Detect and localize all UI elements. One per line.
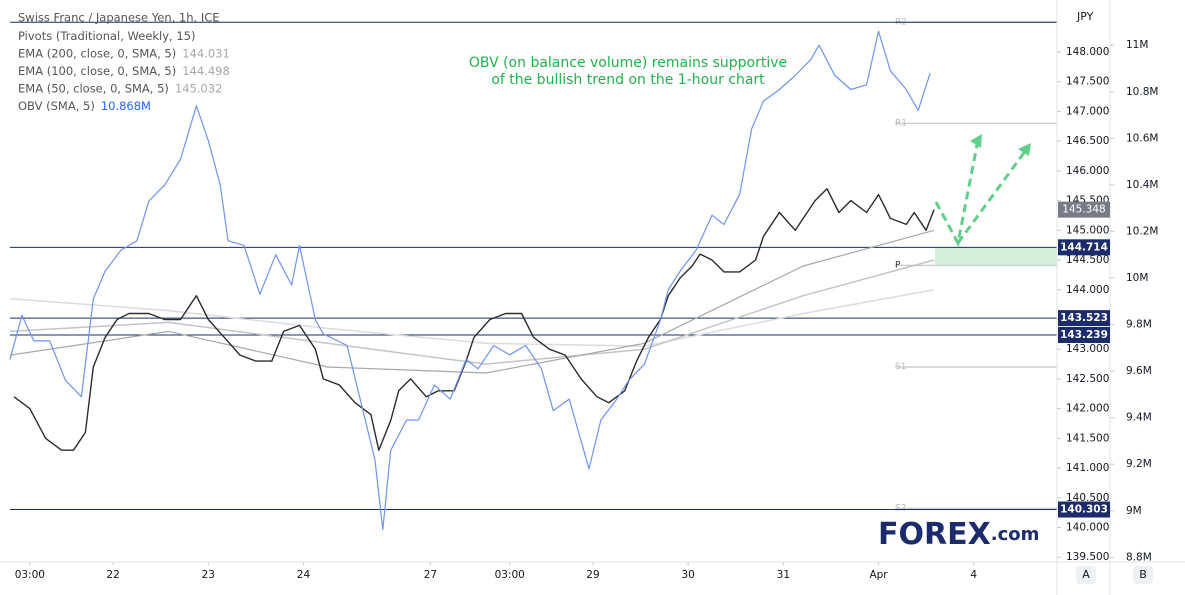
button[interactable]	[1076, 566, 1096, 584]
price-label: 143.239	[1060, 329, 1108, 341]
forecast-arrows	[934, 139, 1028, 248]
y2-tick-label: 10M	[1126, 272, 1148, 284]
price-label: 143.523	[1060, 312, 1108, 324]
logo: FOREX.com	[878, 517, 1039, 552]
y2-tick-label: 10.2M	[1126, 225, 1158, 237]
y-tick-label: 144.500	[1066, 254, 1109, 266]
y-tick-label: 142.500	[1066, 373, 1109, 385]
y-tick-label: 142.000	[1066, 403, 1109, 415]
y-tick-label: 139.500	[1066, 551, 1109, 563]
button[interactable]	[1133, 566, 1153, 584]
y2-tick-label: 10.4M	[1126, 179, 1158, 191]
x-tick-label: 4	[970, 569, 977, 581]
y2-tick-label: 9.4M	[1126, 412, 1152, 424]
legend-name: EMA (50, close, 0, SMA, 5)	[18, 81, 169, 95]
y2-tick-label: 9.2M	[1126, 458, 1152, 470]
series-line	[9, 30, 931, 530]
legend-entry: Pivots (Traditional, Weekly, 15)	[18, 29, 196, 43]
x-tick-label: 22	[106, 569, 119, 581]
series-line	[9, 289, 935, 347]
y2-tick-label: 11M	[1126, 39, 1148, 51]
x-tick-label: 24	[297, 569, 311, 581]
y-tick-label: 146.500	[1066, 135, 1109, 147]
legend-entry: EMA (100, close, 0, SMA, 5) 144.498	[18, 64, 230, 78]
annotation: OBV (on balance volume) remains supporti…	[469, 55, 787, 71]
mark-layer	[9, 30, 935, 530]
legend-name: EMA (100, close, 0, SMA, 5)	[18, 64, 176, 78]
y-tick-label: 148.000	[1066, 46, 1109, 58]
y-tick-label: 141.500	[1066, 432, 1109, 444]
x-tick-label: 30	[681, 569, 694, 581]
y2-tick-label: 9.8M	[1126, 319, 1152, 331]
price-label: 140.303	[1060, 504, 1108, 516]
y-tick-label: 140.500	[1066, 492, 1109, 504]
price-label-box	[1058, 310, 1110, 327]
series-line	[13, 188, 935, 451]
unit-label: JPY	[1076, 10, 1094, 23]
last-price-label: 145.348	[1062, 204, 1105, 216]
y-tick-label: 147.000	[1066, 105, 1109, 117]
y-tick-label: 143.000	[1066, 343, 1109, 355]
series-line	[9, 229, 935, 374]
logo-main: FOREX	[878, 517, 991, 552]
y2-tick-label: 8.8M	[1126, 551, 1152, 563]
legend-value: 10.868M	[101, 99, 151, 113]
legend-entry: OBV (SMA, 5) 10.868M	[18, 99, 151, 113]
pivot-label: P	[895, 260, 901, 270]
price-label-box	[1058, 326, 1110, 343]
x-tick-label: Apr	[869, 569, 888, 581]
legend-value: 144.498	[182, 64, 230, 78]
x-tick-label: 03:00	[495, 569, 525, 581]
price-label-box	[1058, 239, 1110, 256]
chart-title: Swiss Franc / Japanese Yen, 1h, ICE	[18, 11, 220, 25]
legend-entry: EMA (50, close, 0, SMA, 5) 145.032	[18, 81, 222, 95]
x-tick-label: 23	[202, 569, 215, 581]
y-tick-label: 141.000	[1066, 462, 1109, 474]
x-tick-label: 27	[424, 569, 437, 581]
price-label: 144.714	[1060, 241, 1108, 253]
legend-name: OBV (SMA, 5)	[18, 99, 95, 113]
price-label-box	[1058, 501, 1110, 518]
y2-tick-label: 9.6M	[1126, 365, 1152, 377]
legend-name: EMA (200, close, 0, SMA, 5)	[18, 46, 176, 60]
button-label[interactable]: A	[1082, 568, 1090, 581]
y-tick-label: 146.000	[1066, 165, 1109, 177]
y-tick-label: 140.000	[1066, 522, 1109, 534]
y-tick-label: 147.500	[1066, 76, 1109, 88]
y2-tick-label: 10.8M	[1126, 86, 1158, 98]
legend-entry: EMA (200, close, 0, SMA, 5) 144.031	[18, 46, 230, 60]
pivot-label: R1	[895, 118, 907, 128]
x-tick-label: 31	[777, 569, 790, 581]
x-tick-label: 29	[586, 569, 599, 581]
series-line	[9, 259, 935, 365]
legend-value: 144.031	[182, 46, 230, 60]
arrow-path	[956, 149, 1028, 244]
support-zone	[935, 247, 1057, 266]
legend-name: Pivots (Traditional, Weekly, 15)	[18, 29, 196, 43]
legend-value: 145.032	[175, 81, 223, 95]
pivot-label: S1	[895, 362, 906, 372]
arrow-head	[1018, 143, 1031, 156]
button-label[interactable]: B	[1139, 568, 1147, 581]
last-price-box	[1058, 201, 1110, 218]
y2-tick-label: 9M	[1126, 505, 1142, 517]
x-tick-label: 03:00	[15, 569, 45, 581]
logo-suffix: .com	[991, 524, 1040, 545]
y2-tick-label: 10.6M	[1126, 132, 1158, 144]
y-tick-label: 144.000	[1066, 284, 1109, 296]
y-tick-label: 145.000	[1066, 224, 1109, 236]
annotation: of the bullish trend on the 1-hour chart	[491, 72, 765, 88]
pivot-label: S2	[895, 504, 906, 514]
arrow-head	[970, 134, 982, 148]
